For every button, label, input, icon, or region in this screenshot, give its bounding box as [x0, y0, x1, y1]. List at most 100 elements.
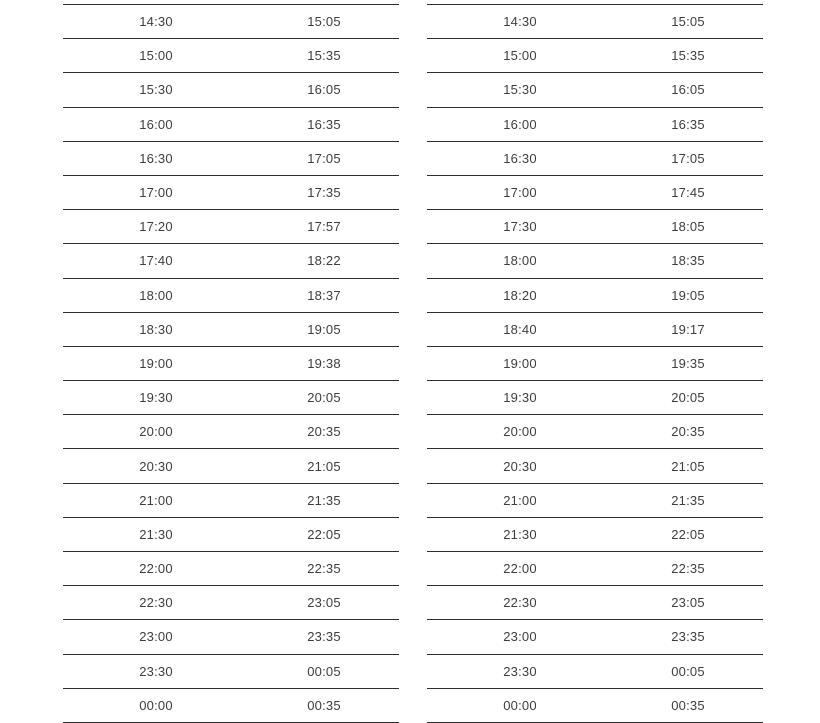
- departure-time: 20:30: [503, 458, 537, 474]
- timetable-row: 22:00 22:35: [427, 552, 763, 587]
- arrival-time: 00:35: [307, 697, 341, 713]
- arrival-time: 22:05: [671, 526, 705, 542]
- timetable-row: 14:30 15:05: [63, 5, 399, 40]
- timetable-row: 23:30 00:05: [63, 655, 399, 689]
- timetable-row: 23:30 00:05: [427, 655, 763, 689]
- timetable-row: 00:00 00:35: [63, 689, 399, 723]
- departure-time: 22:00: [503, 561, 537, 577]
- departure-time: 21:30: [139, 526, 173, 542]
- timetable-row: 18:00 18:35: [427, 244, 763, 279]
- timetable-row: 17:40 18:22: [63, 244, 399, 279]
- departure-time: 20:00: [139, 424, 173, 440]
- arrival-time: 20:35: [307, 424, 341, 440]
- departure-time: 19:00: [503, 355, 537, 371]
- departure-time: 14:30: [139, 14, 173, 30]
- arrival-time: 15:05: [307, 14, 341, 30]
- arrival-time: 21:05: [307, 458, 341, 474]
- timetable-row: 18:30 19:05: [63, 313, 399, 347]
- arrival-time: 22:35: [671, 561, 705, 577]
- arrival-time: 15:35: [307, 48, 341, 64]
- departure-time: 21:00: [503, 492, 537, 508]
- arrival-time: 16:05: [671, 82, 705, 98]
- departure-time: 17:30: [503, 219, 537, 235]
- departure-time: 15:30: [139, 82, 173, 98]
- timetable-row: 23:00 23:35: [427, 620, 763, 655]
- departure-time: 00:00: [503, 697, 537, 713]
- arrival-time: 19:38: [307, 355, 341, 371]
- timetable-row: 22:30 23:05: [427, 586, 763, 621]
- departure-time: 18:00: [503, 253, 537, 269]
- timetable-row: 16:00 16:35: [63, 108, 399, 142]
- departure-time: 23:00: [139, 629, 173, 645]
- arrival-time: 23:05: [671, 595, 705, 611]
- departure-time: 18:20: [503, 287, 537, 303]
- arrival-time: 17:05: [307, 150, 341, 166]
- timetable-row: 23:00 23:35: [63, 620, 399, 655]
- arrival-time: 22:35: [307, 561, 341, 577]
- arrival-time: 23:35: [307, 629, 341, 645]
- departure-time: 18:00: [139, 287, 173, 303]
- arrival-time: 23:05: [307, 595, 341, 611]
- departure-time: 20:00: [503, 424, 537, 440]
- departure-time: 23:30: [503, 663, 537, 679]
- arrival-time: 22:05: [307, 526, 341, 542]
- departure-time: 21:30: [503, 526, 537, 542]
- departure-time: 14:30: [503, 14, 537, 30]
- timetable-row: 22:30 23:05: [63, 586, 399, 621]
- timetable-row: 18:40 19:17: [427, 313, 763, 347]
- departure-time: 23:30: [139, 663, 173, 679]
- arrival-time: 18:22: [307, 253, 341, 269]
- timetable-row: 21:00 21:35: [427, 484, 763, 518]
- departure-time: 19:30: [503, 390, 537, 406]
- timetable-left: 14:30 15:05 15:00 15:35 15:30 16:05 16:0…: [63, 4, 399, 723]
- timetable-row: 16:30 17:05: [63, 142, 399, 176]
- timetable-row: 16:30 17:05: [427, 142, 763, 176]
- departure-time: 23:00: [503, 629, 537, 645]
- departure-time: 00:00: [139, 697, 173, 713]
- timetable-row: 20:30 21:05: [63, 449, 399, 484]
- departure-time: 19:00: [139, 355, 173, 371]
- arrival-time: 00:05: [671, 663, 705, 679]
- arrival-time: 15:35: [671, 48, 705, 64]
- departure-time: 15:30: [503, 82, 537, 98]
- arrival-time: 17:45: [671, 185, 705, 201]
- timetable-row: 17:20 17:57: [63, 210, 399, 245]
- timetable-row: 17:30 18:05: [427, 210, 763, 245]
- timetable-row: 19:30 20:05: [63, 381, 399, 416]
- departure-time: 20:30: [139, 458, 173, 474]
- timetable-row: 19:00 19:38: [63, 347, 399, 382]
- timetable-row: 19:30 20:05: [427, 381, 763, 416]
- arrival-time: 20:05: [307, 390, 341, 406]
- timetable-row: 17:00 17:35: [63, 176, 399, 211]
- departure-time: 17:20: [139, 219, 173, 235]
- arrival-time: 23:35: [671, 629, 705, 645]
- departure-time: 16:00: [503, 116, 537, 132]
- arrival-time: 16:35: [307, 116, 341, 132]
- timetable-row: 21:30 22:05: [63, 518, 399, 552]
- arrival-time: 21:05: [671, 458, 705, 474]
- timetable-row: 19:00 19:35: [427, 347, 763, 382]
- timetable-row: 15:30 16:05: [63, 73, 399, 108]
- arrival-time: 17:57: [307, 219, 341, 235]
- timetable-row: 15:00 15:35: [63, 39, 399, 74]
- arrival-time: 16:35: [671, 116, 705, 132]
- timetable-row: 20:00 20:35: [63, 415, 399, 450]
- timetable-row: 18:20 19:05: [427, 279, 763, 313]
- timetable-row: 21:30 22:05: [427, 518, 763, 552]
- departure-time: 16:30: [503, 150, 537, 166]
- timetable-row: 22:00 22:35: [63, 552, 399, 587]
- departure-time: 17:40: [139, 253, 173, 269]
- arrival-time: 00:35: [671, 697, 705, 713]
- timetable-row: 16:00 16:35: [427, 108, 763, 142]
- timetable-row: 20:30 21:05: [427, 449, 763, 484]
- arrival-time: 15:05: [671, 14, 705, 30]
- arrival-time: 21:35: [671, 492, 705, 508]
- timetable-row: 20:00 20:35: [427, 415, 763, 450]
- timetable-row: 00:00 00:35: [427, 689, 763, 723]
- departure-time: 18:40: [503, 321, 537, 337]
- arrival-time: 18:05: [671, 219, 705, 235]
- timetable-row: 17:00 17:45: [427, 176, 763, 211]
- arrival-time: 19:05: [671, 287, 705, 303]
- departure-time: 15:00: [139, 48, 173, 64]
